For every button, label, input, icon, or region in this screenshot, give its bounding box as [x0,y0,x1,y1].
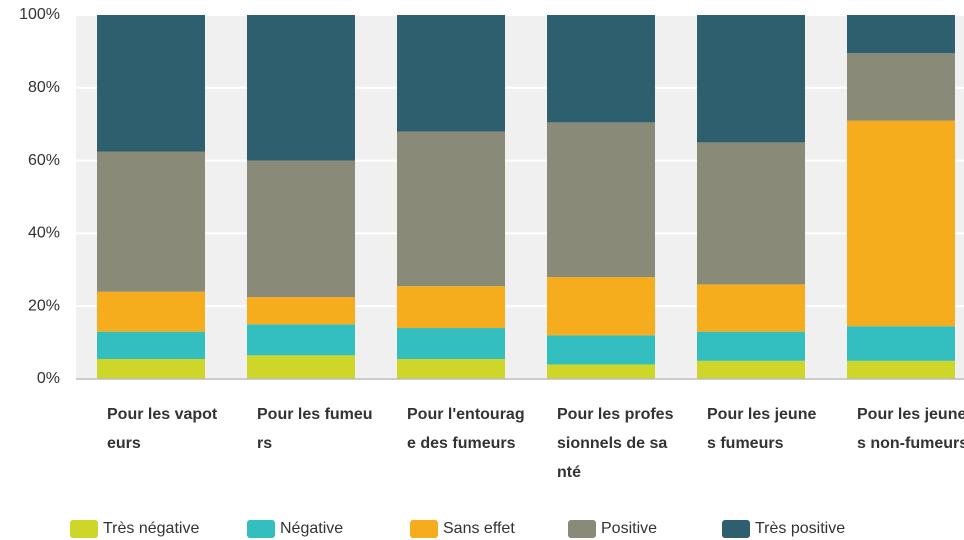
bar-segment [847,53,955,121]
legend-label: Positive [601,520,657,537]
bar-segment [547,335,655,365]
legend-label: Très négative [103,520,199,537]
bar-segment [247,297,355,325]
legend-label: Sans effet [443,520,515,537]
bar-segment [697,15,805,143]
bar-segment [547,364,655,379]
legend-swatch [247,520,275,538]
bar-segment [697,360,805,379]
plot-background [76,15,964,379]
x-tick-label: Pour les jeunes non-fumeurs [857,406,964,452]
bar-segment [247,15,355,161]
legend-label: Très positive [755,520,845,537]
bar-segment [847,15,955,54]
bar-segment [847,360,955,379]
bar-segment [547,122,655,278]
x-tick-label: Pour les vapoteurs [107,406,218,452]
bar-segment [247,355,355,379]
bar-segment [847,326,955,361]
legend-swatch [722,520,750,538]
x-tick-label: Pour les professionnels de santé [557,406,674,481]
y-tick-label: 60% [28,152,60,169]
bar-segment [397,15,505,132]
bar-segment [397,358,505,379]
bar-segment [97,291,205,332]
x-tick-label: Pour les fumeurs [257,406,373,452]
y-tick-label: 20% [28,297,60,314]
bar-segment [397,131,505,287]
legend-swatch [568,520,596,538]
bar-segment [547,15,655,123]
bar-segment [697,331,805,361]
y-tick-label: 80% [28,79,60,96]
bar-segment [397,286,505,329]
bar-segment [397,328,505,359]
bar-segment [697,284,805,332]
bar-segment [547,277,655,336]
y-tick-label: 40% [28,225,60,242]
legend-swatch [70,520,98,538]
y-tick-label: 100% [19,6,60,23]
legend-swatch [410,520,438,538]
bar-segment [247,324,355,356]
y-tick-label: 0% [37,370,60,387]
legend-label: Négative [280,520,343,537]
bar-segment [697,142,805,285]
x-tick-label: Pour les jeunes fumeurs [707,406,817,452]
bar-segment [97,358,205,379]
bar-segment [97,151,205,292]
x-tick-label: Pour l'entourage des fumeurs [407,406,525,452]
bar-segment [97,15,205,152]
bar-segment [247,160,355,298]
bar-segment [97,331,205,359]
bar-segment [847,120,955,327]
